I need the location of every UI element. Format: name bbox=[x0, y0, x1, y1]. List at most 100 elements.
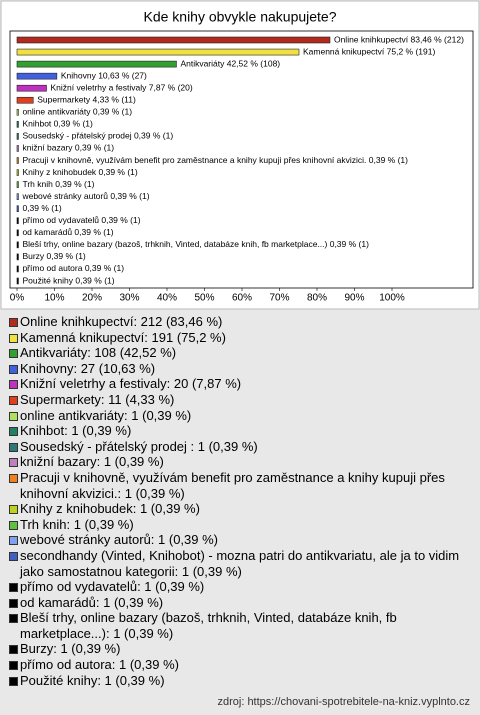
bar-label: přímo od vydavatelů 0,39 % (1) bbox=[22, 215, 140, 225]
x-tick-label: 100% bbox=[379, 293, 405, 304]
bar bbox=[16, 84, 47, 92]
bar-label: 0,39 % (1) bbox=[22, 203, 61, 213]
legend-item: Sousedský - přátelský prodej : 1 (0,39 %… bbox=[8, 439, 470, 455]
chart: Kde knihy obvykle nakupujete? 0% 10% 20% 30… bbox=[0, 0, 480, 310]
bar bbox=[16, 121, 19, 128]
bar bbox=[16, 217, 19, 225]
bar bbox=[16, 229, 19, 237]
bar-label: Kamenná knikupectví 75,2 % (191) bbox=[303, 46, 435, 56]
x-tick-label: 70% bbox=[269, 293, 289, 304]
bar bbox=[16, 36, 331, 44]
bar-label: Knižní veletrhy a festivaly 7,87 % (20) bbox=[51, 82, 193, 92]
legend-swatch bbox=[9, 676, 18, 686]
legend-swatch bbox=[9, 598, 18, 608]
legend-swatch bbox=[9, 442, 18, 452]
bar bbox=[16, 96, 34, 104]
legend-label: Knihbot: 1 (0,39 %) bbox=[20, 423, 132, 439]
legend-label: Trh knih: 1 (0,39 %) bbox=[20, 516, 134, 532]
legend-item: Supermarkety: 11 (4,33 %) bbox=[8, 392, 470, 408]
legend-item: Knižní veletrhy a festivaly: 20 (7,87 %) bbox=[8, 376, 470, 392]
bar bbox=[16, 181, 19, 188]
bar-label: knižní bazary 0,39 % (1) bbox=[22, 143, 114, 153]
legend-label: secondhandy (Vinted, Knihobot) - mozna p… bbox=[20, 547, 460, 579]
legend-swatch bbox=[9, 473, 18, 483]
legend-swatch bbox=[9, 427, 18, 437]
bar-label: Bleší trhy, online bazary (bazoš, trhkni… bbox=[22, 239, 369, 249]
legend-label: Knihovny: 27 (10,63 %) bbox=[20, 360, 156, 376]
legend-label: Knihy z knihobudek: 1 (0,39 %) bbox=[20, 501, 200, 517]
legend-item: Online knihkupectví: 212 (83,46 %) bbox=[8, 314, 470, 330]
x-tick-label: 0% bbox=[10, 293, 25, 304]
x-tick-label: 30% bbox=[119, 293, 139, 304]
legend-item: webové stránky autorů: 1 (0,39 %) bbox=[8, 532, 470, 548]
bar bbox=[16, 157, 19, 164]
legend-item: přímo od autora: 1 (0,39 %) bbox=[8, 657, 470, 673]
bar bbox=[16, 277, 19, 285]
legend-label: Použité knihy: 1 (0,39 %) bbox=[20, 672, 165, 688]
bar bbox=[16, 169, 19, 176]
legend-item: online antikvariáty: 1 (0,39 %) bbox=[8, 408, 470, 424]
legend-item: Použité knihy: 1 (0,39 %) bbox=[8, 673, 470, 689]
legend-item: Trh knih: 1 (0,39 %) bbox=[8, 517, 470, 533]
legend-swatch bbox=[9, 333, 18, 343]
legend-label: Bleší trhy, online bazary (bazoš, trhkni… bbox=[20, 610, 397, 641]
bar-label: od kamarádů 0,39 % (1) bbox=[22, 227, 113, 237]
legend-label: Kamenná knikupectví: 191 (75,2 %) bbox=[20, 329, 226, 345]
bar-label: online antikvariáty 0,39 % (1) bbox=[22, 107, 132, 117]
x-tick-label: 60% bbox=[232, 293, 252, 304]
legend-swatch bbox=[9, 349, 18, 359]
bar-label: webové stránky autorů 0,39 % (1) bbox=[21, 191, 149, 201]
legend-item: přímo od vydavatelů: 1 (0,39 %) bbox=[8, 579, 470, 595]
legend-label: Antikvariáty: 108 (42,52 %) bbox=[20, 345, 177, 361]
legend-swatch bbox=[9, 364, 18, 374]
legend-swatch bbox=[9, 661, 18, 671]
bar bbox=[16, 241, 19, 249]
x-tick-label: 50% bbox=[194, 293, 214, 304]
legend-item: knižní bazary: 1 (0,39 %) bbox=[8, 454, 470, 470]
bar bbox=[16, 60, 177, 68]
legend-label: Sousedský - přátelský prodej : 1 (0,39 %… bbox=[20, 438, 258, 454]
legend-item: Burzy: 1 (0,39 %) bbox=[8, 641, 470, 657]
legend-label: Supermarkety: 11 (4,33 %) bbox=[20, 391, 175, 407]
bar bbox=[16, 265, 19, 273]
bar bbox=[16, 253, 19, 261]
legend-swatch bbox=[9, 380, 18, 390]
legend-item: Antikvariáty: 108 (42,52 %) bbox=[8, 345, 470, 361]
legend-swatch bbox=[9, 318, 18, 327]
x-tick-label: 80% bbox=[307, 293, 327, 304]
legend-item: Knihy z knihobudek: 1 (0,39 %) bbox=[8, 501, 470, 517]
bar bbox=[16, 109, 19, 116]
bar bbox=[16, 193, 19, 200]
bar-label: Burzy 0,39 % (1) bbox=[22, 251, 85, 261]
bar-label: Knihovny 10,63 % (27) bbox=[61, 70, 147, 80]
legend-label: Burzy: 1 (0,39 %) bbox=[20, 641, 121, 657]
x-tick-label: 10% bbox=[44, 293, 64, 304]
legend-swatch bbox=[9, 505, 18, 515]
plot-frame bbox=[9, 30, 474, 289]
x-tick-label: 20% bbox=[82, 293, 102, 304]
legend-swatch bbox=[9, 583, 18, 593]
bar-label: Antikvariáty 42,52 % (108) bbox=[180, 58, 280, 68]
legend-label: Pracuji v knihovně, využívám benefit pro… bbox=[20, 469, 445, 501]
legend-item: secondhandy (Vinted, Knihobot) - mozna p… bbox=[8, 548, 470, 579]
legend-item: Kamenná knikupectví: 191 (75,2 %) bbox=[8, 330, 470, 346]
legend-swatch bbox=[9, 520, 18, 530]
bar bbox=[16, 48, 300, 56]
legend-swatch bbox=[9, 395, 18, 405]
legend-swatch bbox=[9, 551, 18, 561]
legend-item: Knihbot: 1 (0,39 %) bbox=[8, 423, 470, 439]
legend-swatch bbox=[9, 536, 18, 546]
legend-swatch bbox=[9, 645, 18, 655]
bar-label: Pracuji v knihovně, využívám benefit pro… bbox=[22, 155, 408, 165]
legend-label: od kamarádů: 1 (0,39 %) bbox=[20, 594, 164, 610]
legend-label: webové stránky autorů: 1 (0,39 %) bbox=[20, 532, 218, 548]
bar bbox=[16, 145, 19, 152]
bar-label: Sousedský - přátelský prodej 0,39 % (1) bbox=[22, 131, 173, 141]
legend-swatch bbox=[9, 411, 18, 421]
x-tick-label: 40% bbox=[157, 293, 177, 304]
bar-label: Knihbot 0,39 % (1) bbox=[22, 119, 93, 129]
legend-swatch bbox=[9, 614, 18, 624]
legend-label: online antikvariáty: 1 (0,39 %) bbox=[20, 407, 192, 423]
chart-title: Kde knihy obvykle nakupujete? bbox=[143, 9, 336, 25]
